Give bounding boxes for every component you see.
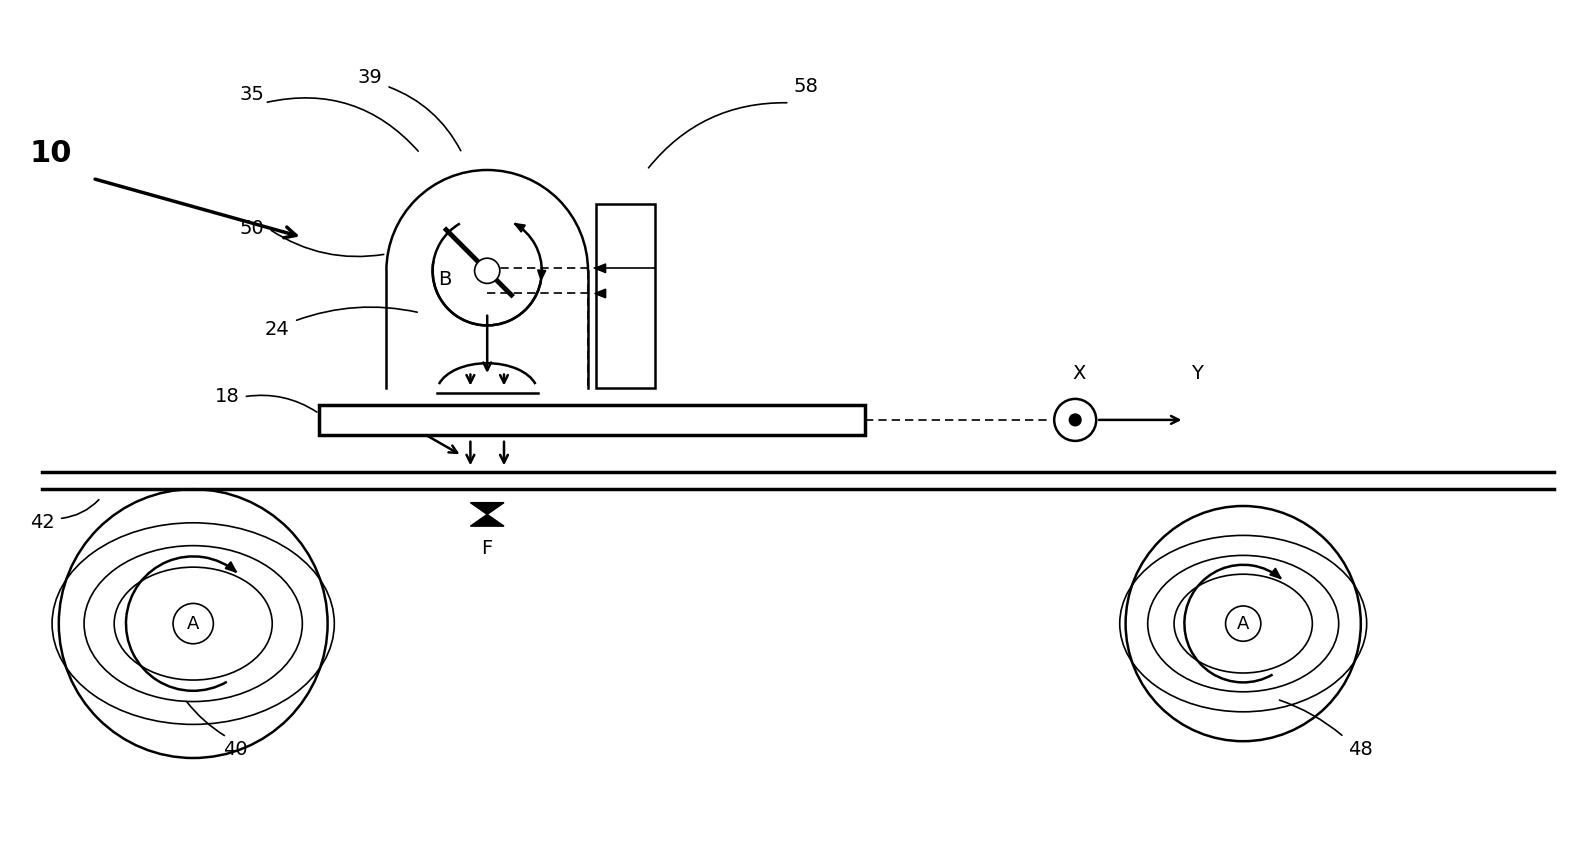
Text: 10: 10 (29, 138, 72, 168)
Text: 50: 50 (239, 219, 265, 238)
Polygon shape (471, 514, 504, 526)
Text: A: A (187, 614, 200, 633)
Text: F: F (482, 538, 493, 558)
Circle shape (1226, 606, 1261, 641)
Polygon shape (1270, 568, 1282, 578)
Polygon shape (595, 264, 605, 273)
Text: 39: 39 (358, 68, 381, 87)
Text: 48: 48 (1349, 740, 1373, 759)
Bar (319, 405, 865, 435)
Text: 58: 58 (793, 77, 819, 95)
Circle shape (172, 603, 214, 644)
Circle shape (1069, 414, 1080, 425)
Polygon shape (595, 289, 605, 298)
Text: 24: 24 (265, 320, 289, 339)
Circle shape (1055, 399, 1096, 441)
Text: A: A (1237, 614, 1250, 633)
Polygon shape (225, 562, 236, 572)
Text: 40: 40 (223, 740, 247, 759)
Circle shape (474, 258, 500, 284)
Bar (597, 203, 656, 388)
Text: 35: 35 (239, 85, 265, 104)
Text: B: B (439, 270, 452, 289)
Polygon shape (514, 224, 525, 232)
Text: Y: Y (1191, 365, 1203, 383)
Polygon shape (538, 270, 546, 280)
Text: 18: 18 (214, 387, 239, 406)
Text: 42: 42 (30, 513, 54, 533)
Polygon shape (471, 503, 504, 514)
Text: X: X (1073, 365, 1087, 383)
